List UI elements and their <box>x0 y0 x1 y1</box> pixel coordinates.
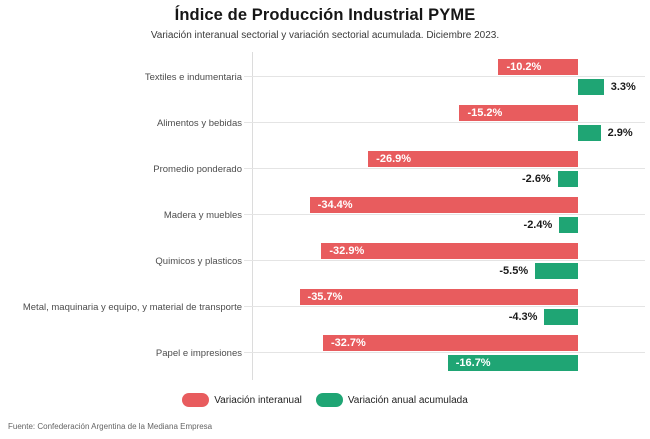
bar-value-label: -32.9% <box>329 245 365 257</box>
row-plot-area: -34.4% -2.4% <box>252 192 650 238</box>
legend-label-acumulada: Variación anual acumulada <box>347 394 468 406</box>
row-plot-area: -26.9% -2.6% <box>252 146 650 192</box>
chart-row: Textiles e indumentaria -10.2% 3.3% <box>0 54 650 100</box>
bar-value-label: -5.5% <box>499 265 529 277</box>
row-grid-line <box>244 306 645 307</box>
row-grid-line <box>244 76 645 77</box>
bar-value-label: -16.7% <box>455 357 491 369</box>
row-plot-area: -10.2% 3.3% <box>252 54 650 100</box>
chart-row: Promedio ponderado -26.9% -2.6% <box>0 146 650 192</box>
legend: Variación interanual Variación anual acu… <box>0 391 650 409</box>
row-grid-line <box>244 260 645 261</box>
bar-variacion-acumulada <box>544 309 578 325</box>
category-label: Madera y muebles <box>163 209 242 221</box>
bar-variacion-interanual: -15.2% <box>459 105 578 121</box>
row-plot-area: -32.7% -16.7% <box>252 330 650 376</box>
bar-variacion-interanual: -32.7% <box>322 335 578 351</box>
bar-value-label: -4.3% <box>508 311 538 323</box>
bar-value-label: -35.7% <box>307 291 343 303</box>
bar-variacion-acumulada <box>557 171 578 187</box>
chart-header: Índice de Producción Industrial PYME Var… <box>0 6 650 41</box>
legend-swatch-acumulada-green <box>315 393 343 407</box>
bar-variacion-interanual: -10.2% <box>498 59 578 75</box>
chart-row: Papel e impresiones -32.7% -16.7% <box>0 330 650 376</box>
bar-variacion-interanual: -34.4% <box>309 197 578 213</box>
legend-label-interanual: Variación interanual <box>214 394 302 406</box>
bar-value-label: -26.9% <box>376 153 412 165</box>
chart-row: Alimentos y bebidas -15.2% 2.9% <box>0 100 650 146</box>
category-label: Promedio ponderado <box>153 163 242 175</box>
bar-value-label: 3.3% <box>610 81 636 93</box>
bar-value-label: -10.2% <box>506 61 542 73</box>
bar-value-label: -2.6% <box>521 173 551 185</box>
bar-variacion-interanual: -32.9% <box>321 243 578 259</box>
legend-swatch-interanual-red <box>182 393 210 407</box>
row-grid-line <box>244 168 645 169</box>
bar-variacion-acumulada: -16.7% <box>447 355 578 371</box>
category-label: Alimentos y bebidas <box>156 117 242 129</box>
chart-row: Metal, maquinaria y equipo, y material d… <box>0 284 650 330</box>
chart-row: Madera y muebles -34.4% -2.4% <box>0 192 650 238</box>
row-grid-line <box>244 214 645 215</box>
chart-row: Quimicos y plasticos -32.9% -5.5% <box>0 238 650 284</box>
category-label: Papel e impresiones <box>155 347 242 359</box>
row-grid-line <box>244 122 645 123</box>
chart-subtitle: Variación interanual sectorial y variaci… <box>150 30 500 41</box>
legend-item-acumulada: Variación anual acumulada <box>315 393 468 407</box>
bar-variacion-acumulada <box>578 125 601 141</box>
category-label: Textiles e indumentaria <box>144 71 242 83</box>
bar-value-label: -32.7% <box>330 337 366 349</box>
row-plot-area: -35.7% -4.3% <box>252 284 650 330</box>
category-label: Metal, maquinaria y equipo, y material d… <box>22 301 242 313</box>
bar-variacion-acumulada <box>559 217 578 233</box>
category-label: Quimicos y plasticos <box>155 255 242 267</box>
bar-variacion-interanual: -26.9% <box>368 151 578 167</box>
bar-chart: Textiles e indumentaria -10.2% 3.3% Aliment… <box>0 52 650 380</box>
bar-variacion-acumulada <box>535 263 578 279</box>
row-plot-area: -15.2% 2.9% <box>252 100 650 146</box>
row-grid-line <box>244 352 645 353</box>
y-axis-line <box>252 52 253 380</box>
row-plot-area: -32.9% -5.5% <box>252 238 650 284</box>
bar-value-label: -15.2% <box>467 107 503 119</box>
bar-variacion-interanual: -35.7% <box>299 289 578 305</box>
chart-title: Índice de Producción Industrial PYME <box>174 6 476 24</box>
bar-value-label: -2.4% <box>523 219 553 231</box>
legend-item-interanual: Variación interanual <box>182 393 302 407</box>
bar-variacion-acumulada <box>578 79 604 95</box>
bar-value-label: -34.4% <box>317 199 353 211</box>
source-note: Fuente: Confederación Argentina de la Me… <box>8 422 213 431</box>
bar-value-label: 2.9% <box>607 127 633 139</box>
